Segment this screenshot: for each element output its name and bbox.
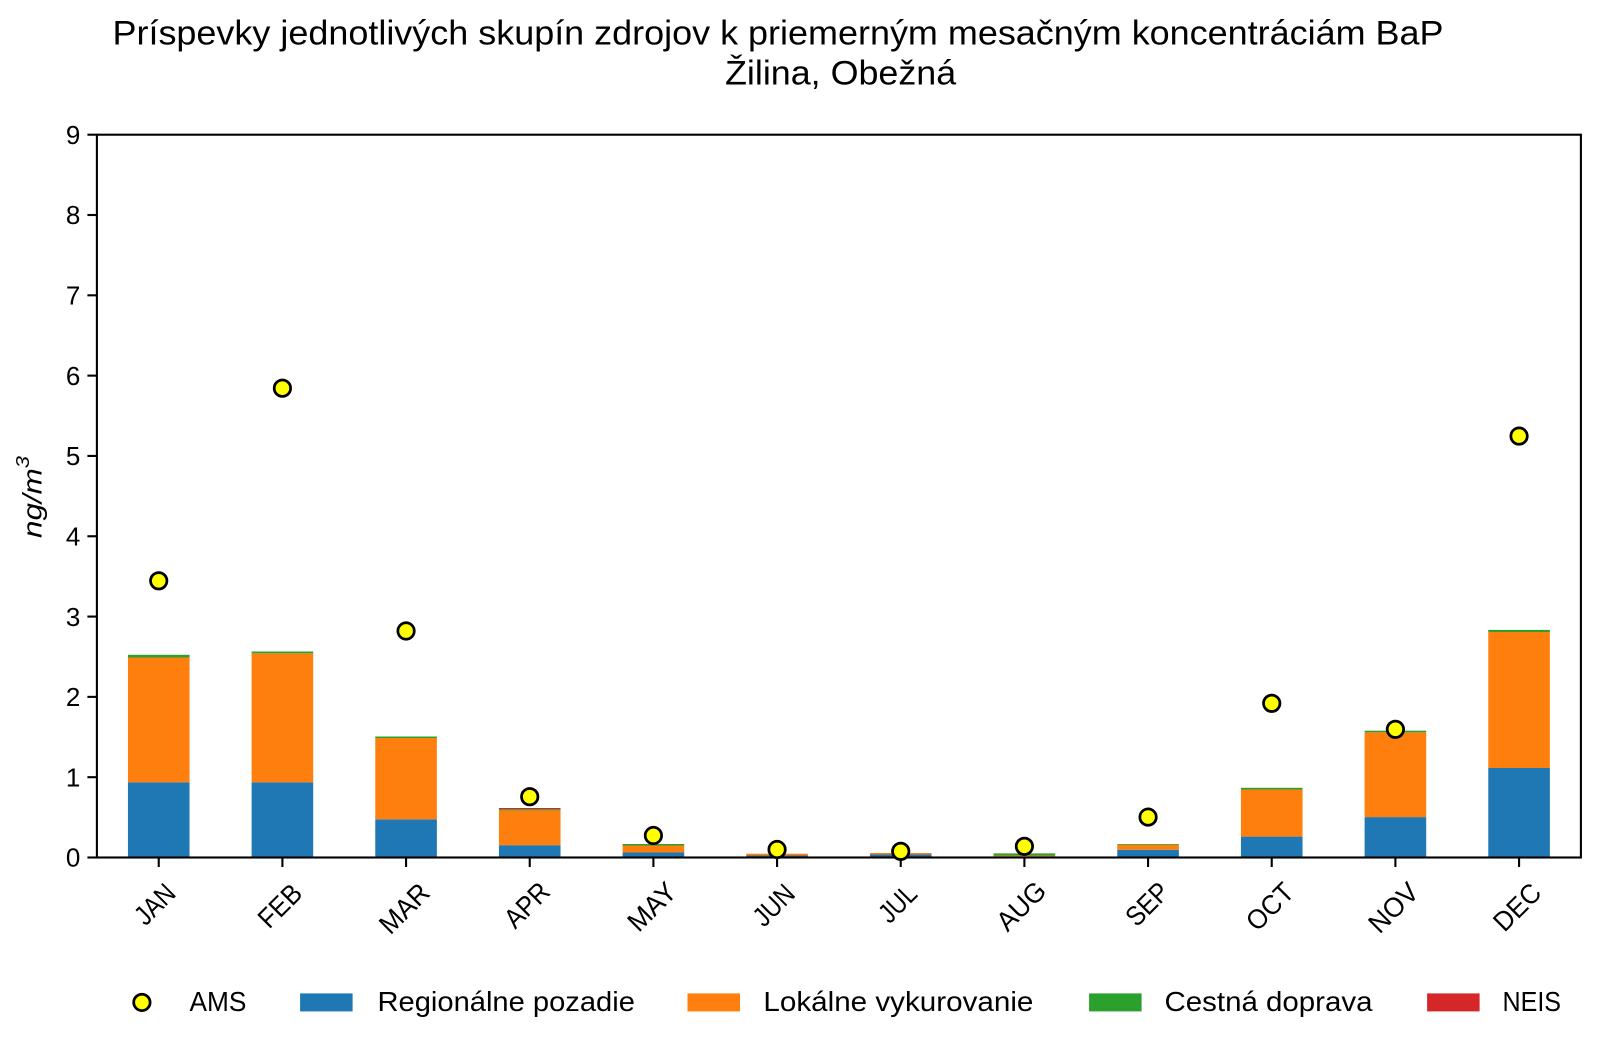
svg-text:2: 2 xyxy=(66,682,80,712)
svg-text:JUL: JUL xyxy=(872,878,923,929)
svg-text:6: 6 xyxy=(66,361,80,391)
svg-text:5: 5 xyxy=(66,441,80,471)
svg-text:1: 1 xyxy=(66,762,80,792)
svg-text:Príspevky jednotlivých skupín: Príspevky jednotlivých skupín zdrojov k … xyxy=(113,15,1444,53)
svg-text:ng/m3: ng/m3 xyxy=(13,455,48,538)
svg-text:MAY: MAY xyxy=(621,876,683,938)
svg-text:FEB: FEB xyxy=(251,877,308,934)
svg-text:0: 0 xyxy=(66,843,80,873)
svg-text:7: 7 xyxy=(66,281,80,311)
svg-text:JUN: JUN xyxy=(746,878,801,933)
svg-text:9: 9 xyxy=(66,120,80,150)
svg-text:SEP: SEP xyxy=(1119,876,1175,932)
svg-text:APR: APR xyxy=(498,876,556,934)
svg-text:3: 3 xyxy=(66,602,80,632)
svg-text:OCT: OCT xyxy=(1240,876,1301,937)
svg-text:NOV: NOV xyxy=(1362,876,1425,939)
svg-text:Cestná doprava: Cestná doprava xyxy=(1165,986,1374,1017)
svg-text:AUG: AUG xyxy=(990,875,1052,937)
svg-text:MAR: MAR xyxy=(373,877,436,940)
svg-text:DEC: DEC xyxy=(1487,877,1547,937)
svg-text:8: 8 xyxy=(66,200,80,230)
svg-text:NEIS: NEIS xyxy=(1503,986,1562,1017)
svg-text:Regionálne pozadie: Regionálne pozadie xyxy=(378,986,635,1017)
svg-text:Lokálne vykurovanie: Lokálne vykurovanie xyxy=(763,986,1033,1017)
svg-text:AMS: AMS xyxy=(190,986,247,1017)
svg-text:Žilina, Obežná: Žilina, Obežná xyxy=(725,54,956,92)
svg-text:4: 4 xyxy=(66,521,80,551)
svg-text:JAN: JAN xyxy=(128,877,182,931)
